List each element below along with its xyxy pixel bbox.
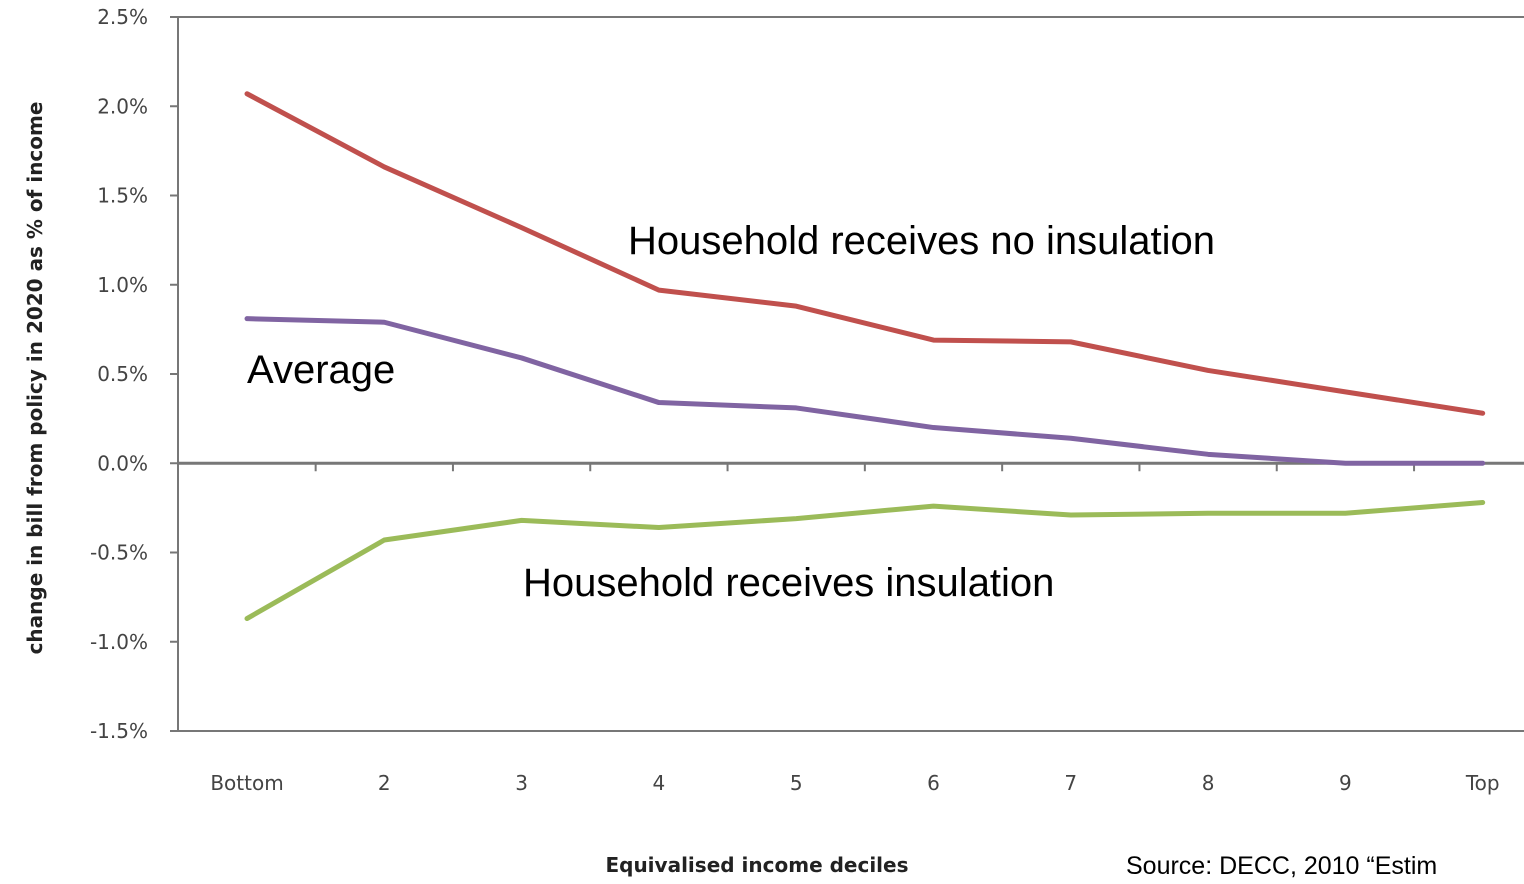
x-tick-label: Top — [1465, 771, 1500, 795]
axes — [177, 16, 1524, 732]
y-tick-label: -1.5% — [90, 719, 148, 743]
y-tick-label: 2.0% — [97, 94, 148, 118]
x-tick-label: 5 — [790, 771, 803, 795]
annotation-no-insulation: Household receives no insulation — [628, 219, 1215, 263]
y-tick-label: 0.5% — [97, 362, 148, 386]
source-note: Source: DECC, 2010 “Estim — [1126, 852, 1437, 880]
y-tick-label: -0.5% — [90, 541, 148, 565]
y-tick-label: 1.5% — [97, 184, 148, 208]
x-tick-label: 6 — [927, 771, 940, 795]
annotation-insulation: Household receives insulation — [523, 561, 1054, 605]
series-layer — [244, 91, 1486, 622]
x-tick-label: 4 — [653, 771, 666, 795]
x-tick-label: 8 — [1202, 771, 1215, 795]
x-axis-title: Equivalised income deciles — [605, 853, 908, 877]
series-line-3 — [244, 500, 1486, 622]
y-axis-ticks: 2.5% 2.0% 1.5% 1.0% 0.5% 0.0% -0.5% -1.0% -1.5% — [90, 5, 178, 743]
x-tick-label: 9 — [1339, 771, 1352, 795]
x-tick-label: 2 — [378, 771, 391, 795]
y-axis-title: change in bill from policy in 2020 as % … — [23, 102, 47, 655]
y-tick-label: 1.0% — [97, 273, 148, 297]
x-tick-label: 7 — [1064, 771, 1077, 795]
x-tick-label: 3 — [515, 771, 528, 795]
y-tick-label: -1.0% — [90, 630, 148, 654]
y-tick-label: 2.5% — [97, 5, 148, 29]
x-tick-label: Bottom — [210, 771, 283, 795]
annotation-average: Average — [247, 348, 395, 392]
series-line-1 — [244, 91, 1486, 416]
x-axis-ticks: Bottom 2 3 4 5 6 7 8 9 Top — [210, 463, 1500, 795]
series-line-2 — [244, 316, 1486, 466]
y-tick-label: 0.0% — [97, 451, 148, 475]
